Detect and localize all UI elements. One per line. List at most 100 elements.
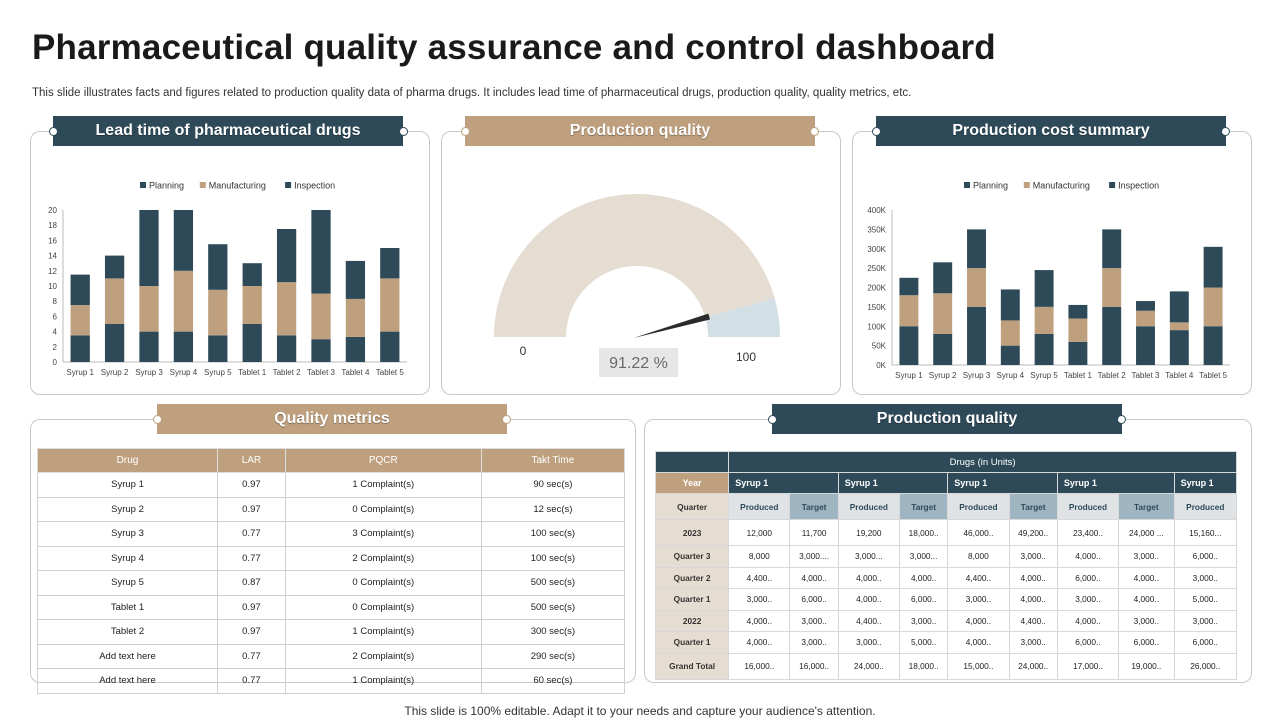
x-tick-label: Tablet 4 (1165, 371, 1194, 380)
table-cell: 3,000.. (1173, 609, 1238, 632)
legend-label: Inspection (294, 181, 335, 191)
quarter-label: Quarter (654, 493, 730, 520)
bar-segment (1136, 326, 1155, 365)
bar-segment (1068, 318, 1088, 342)
table-cell: 1 Complaint(s) (284, 472, 482, 498)
y-tick-label: 300K (867, 245, 886, 254)
table-cell: 24,000 ... (1118, 519, 1175, 546)
row-label: Quarter 2 (654, 566, 730, 589)
table-cell: 3,000.. (789, 609, 839, 632)
table-row: Grand Total 16,000.. 16,000.. 24,000.. 18,00… (654, 652, 1238, 680)
bar-segment (208, 244, 228, 290)
x-tick-label: Tablet 4 (341, 368, 370, 377)
y-tick-label: 400K (867, 206, 886, 215)
drug-group-header: Syrup 1 (837, 472, 949, 494)
drug-group-header: Syrup 1 (947, 472, 1058, 494)
y-tick-label: 18 (48, 221, 57, 230)
table-cell: 4,000.. (1118, 588, 1175, 611)
y-tick-label: 10 (48, 282, 57, 291)
bar-segment (311, 293, 331, 340)
column-header: PQCR (284, 448, 482, 473)
footer-note: This slide is 100% editable. Adapt it to… (404, 704, 876, 718)
y-tick-label: 100K (867, 322, 886, 331)
drug-group-header: Syrup 1 (728, 472, 839, 494)
bar-segment (311, 210, 331, 294)
bar-segment (933, 334, 953, 365)
x-tick-label: Syrup 4 (170, 368, 198, 377)
x-tick-label: Syrup 2 (101, 368, 129, 377)
x-tick-label: Tablet 5 (1199, 371, 1228, 380)
x-tick-label: Tablet 1 (238, 368, 267, 377)
table-row: Quarter 1 4,000.. 3,000.. 3,000.. 5,000.. 4,0… (654, 631, 1238, 654)
table-cell: 2 Complaint(s) (284, 643, 482, 669)
gauge-value-box (599, 348, 678, 377)
table-cell: 4,400.. (947, 566, 1010, 589)
table-cell: 0.77 (216, 521, 286, 547)
y-tick-label: 150K (867, 303, 886, 312)
row-label: Quarter 3 (654, 545, 730, 568)
bar-segment (1203, 287, 1223, 327)
sub-header: Target (898, 493, 949, 520)
gauge-fill-arc (494, 193, 775, 337)
table-cell: 6,000.. (1056, 566, 1120, 589)
bar-segment (1203, 246, 1223, 288)
row-label: 2022 (654, 609, 730, 632)
table-cell: 6,000.. (898, 588, 949, 611)
table-group-header: Drugs (in Units) (728, 451, 1237, 473)
table-cell: 3,000.. (789, 631, 839, 654)
table-cell: 1 Complaint(s) (284, 619, 482, 645)
banner-dot (399, 127, 408, 136)
bar-segment (242, 286, 262, 324)
table-row: Tablet 2 0.97 1 Complaint(s) 300 sec(s) (37, 619, 626, 645)
bar-segment (70, 335, 90, 362)
bar-segment (208, 289, 228, 336)
table-row: Syrup 3 0.77 3 Complaint(s) 100 sec(s) (37, 521, 626, 547)
sub-header: Produced (1056, 493, 1120, 520)
bar-segment (967, 306, 986, 365)
table-row: Add text here 0.77 2 Complaint(s) 290 sec(s… (37, 643, 626, 669)
sub-header: Target (1118, 493, 1175, 520)
table-cell: 5,000.. (1173, 588, 1238, 611)
banner-dot (502, 415, 511, 424)
table-row: Syrup 1 0.97 1 Complaint(s) 90 sec(s) (37, 472, 626, 498)
table-cell: 8,000 (947, 545, 1010, 568)
table-cell: 3,000.. (1008, 631, 1058, 654)
sub-header: Produced (837, 493, 900, 520)
table-cell: 23,400.. (1056, 519, 1120, 546)
table-cell: 15,000.. (947, 652, 1010, 680)
table-cell: 3,000.. (728, 588, 791, 611)
y-tick-label: 2 (53, 343, 58, 352)
legend-label: Inspection (1118, 181, 1159, 191)
sub-header: Produced (1173, 493, 1238, 520)
table-cell: 0.77 (216, 643, 286, 669)
cost-summary-chart: Planning Manufacturing Inspection 0K 50K 100K… (867, 181, 1230, 380)
bar-segment (1102, 229, 1122, 269)
x-tick-label: Tablet 1 (1064, 371, 1093, 380)
bar-segment (1136, 301, 1155, 311)
x-tick-label: Syrup 3 (963, 371, 991, 380)
y-tick-label: 8 (53, 297, 58, 306)
table-cell: 4,400.. (837, 609, 900, 632)
bar-segment (1169, 330, 1189, 365)
legend-swatch (140, 182, 146, 188)
bar-segment (1068, 341, 1088, 365)
table-cell: 3,000... (898, 545, 949, 568)
table-cell: 500 sec(s) (480, 570, 626, 596)
x-tick-label: Syrup 1 (895, 371, 923, 380)
bar-segment (104, 255, 125, 279)
y-tick-label: 14 (48, 252, 57, 261)
table-row: Quarter 3 8,000 3,000.... 3,000... 3,000... 8… (654, 545, 1238, 568)
table-row: 2023 12,000 11,700 19,200 18,000.. 46,000.. 49… (654, 519, 1238, 546)
lead-time-banner: Lead time of pharmaceutical drugs (53, 116, 403, 146)
bar-segment (70, 305, 90, 336)
table-cell: 4,000.. (1008, 588, 1058, 611)
bar-segment (1203, 326, 1223, 365)
bar-segment (1000, 289, 1020, 321)
production-quality-table: Drugs (in Units) Year Syrup 1 Syrup 1 Syrup … (654, 451, 1238, 680)
column-header: Takt Time (480, 448, 626, 473)
bar-segment (208, 335, 228, 362)
table-cell: 24,000.. (837, 652, 900, 680)
legend-swatch (1109, 182, 1116, 188)
legend-swatch (964, 182, 970, 188)
bar-segment (899, 295, 919, 327)
